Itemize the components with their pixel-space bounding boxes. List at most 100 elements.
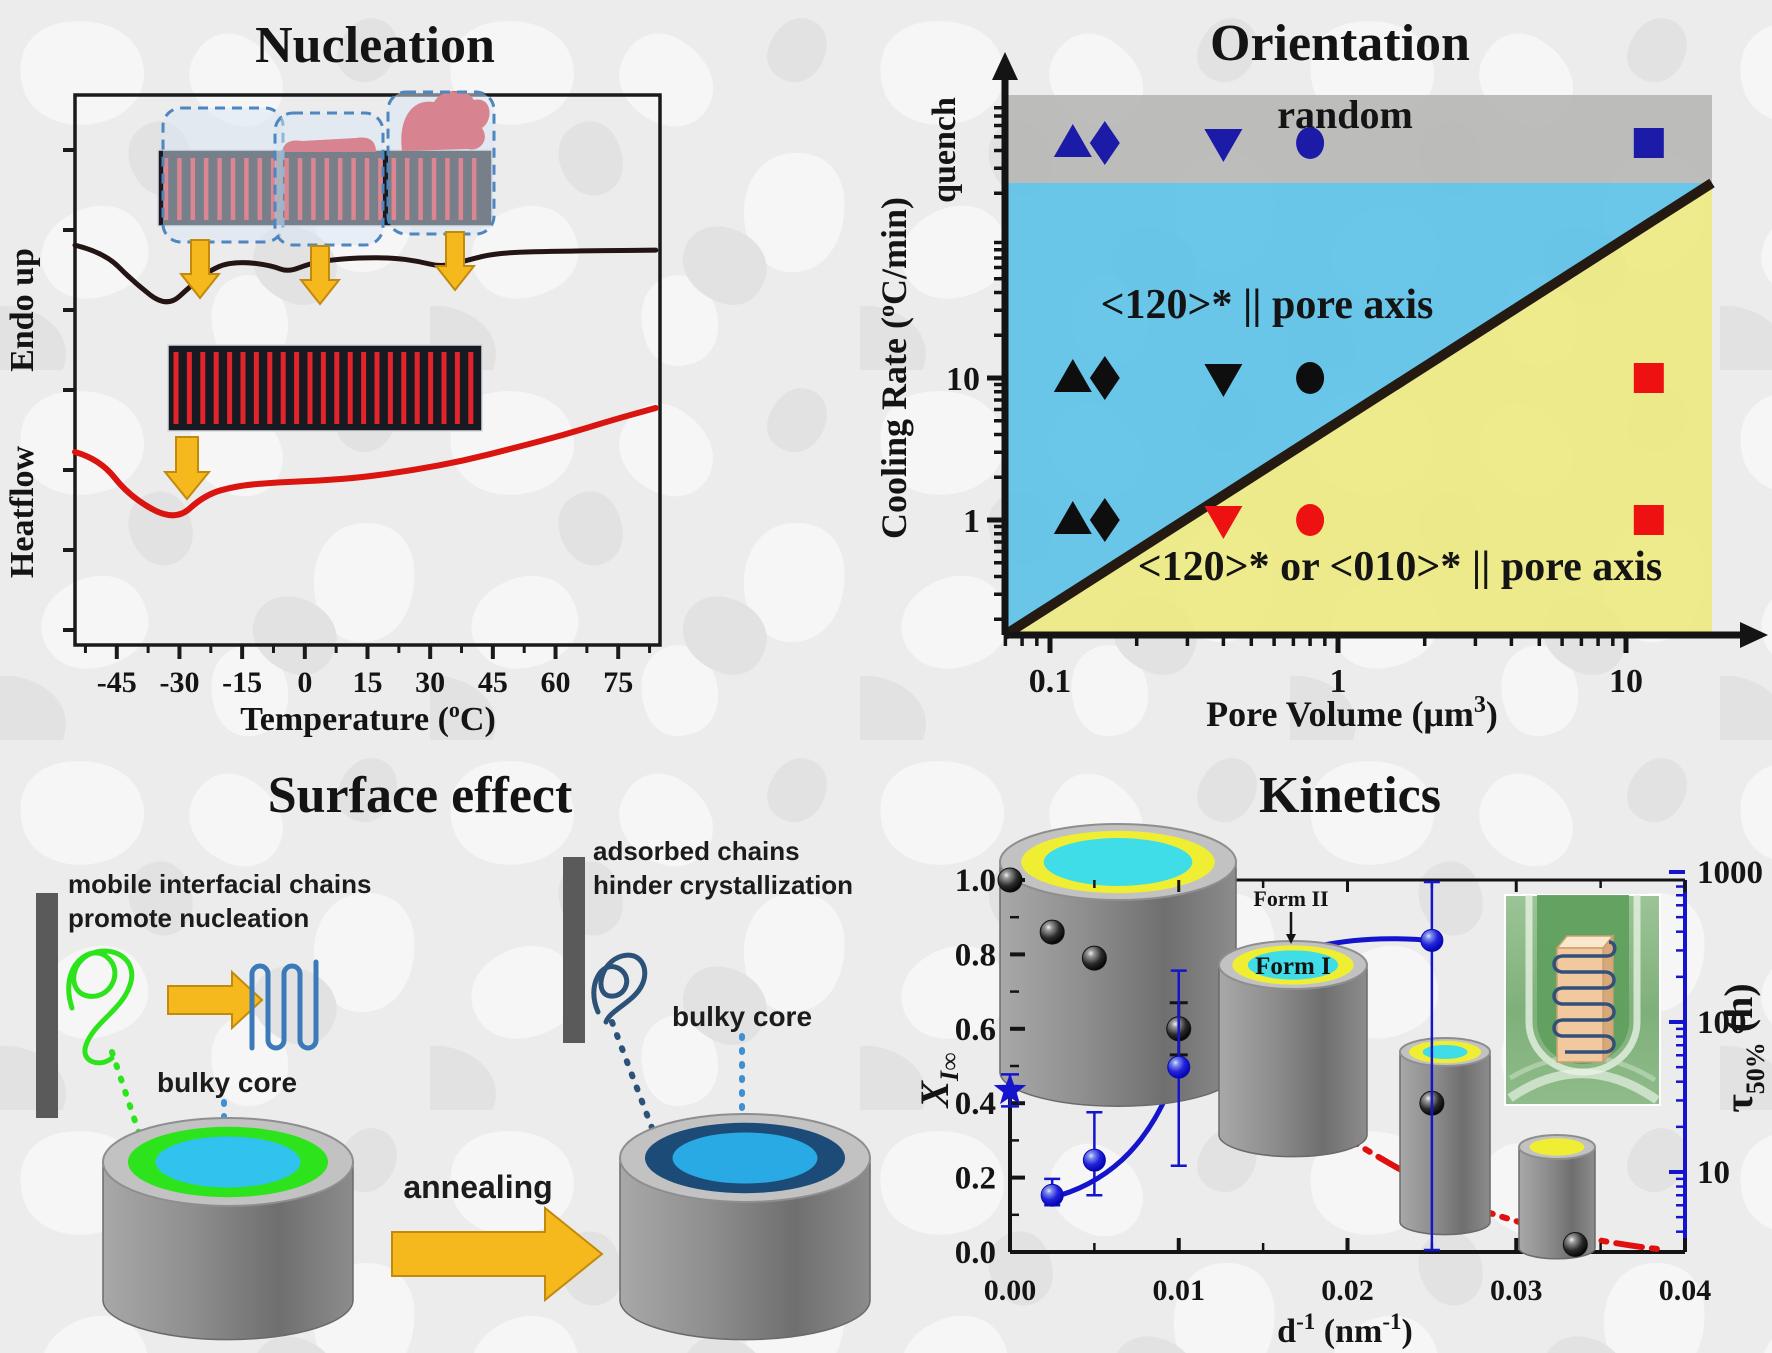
exotherm-arrow-2: [298, 245, 342, 306]
x-tick-label: 10: [1609, 663, 1643, 700]
nucleation-ylabel-heatflow: Heatflow: [4, 445, 41, 578]
kinetics-xlabel: d-1 (nm-1): [1277, 1309, 1413, 1350]
dashed-box-3: [386, 90, 496, 236]
marker-triangle-up: [1053, 124, 1092, 157]
surface-title: Surface effect: [268, 767, 573, 824]
cylinder: [102, 1117, 354, 1341]
black-data-sphere: [1039, 919, 1065, 945]
right-caption-line1: adsorbed chains: [593, 836, 800, 866]
dsc-curve: [72, 404, 659, 519]
blue-data-sphere: [1040, 1183, 1064, 1207]
x-tick-label: 0.04: [1659, 1274, 1712, 1307]
x-tick-label: 1: [1330, 663, 1347, 700]
cylinder-body: [619, 1157, 871, 1341]
cylinder: [1399, 1037, 1491, 1236]
dotted-line-green: [109, 1049, 145, 1145]
exotherm-arrow-1: [178, 239, 222, 300]
nucleation-panel: Nucleation Endo up Heatflow Temperature …: [4, 17, 662, 738]
cylinder-ring: [1043, 838, 1193, 886]
orientation-markers-and-ticks: 0.1 1 10 quench 10 1: [926, 97, 1664, 700]
marker-triangle-up: [1053, 359, 1092, 392]
mobile-chain-coil-icon: [66, 948, 135, 1066]
x-tick-label: 60: [541, 666, 571, 699]
x-tick-label: 30: [415, 666, 445, 699]
left-tick-label: 1.0: [955, 863, 996, 899]
sem-bottom-arc: [1507, 1069, 1660, 1104]
right-tick-label: 10: [1697, 1155, 1730, 1191]
blue-data-sphere: [1420, 928, 1444, 952]
marker-star: [993, 1073, 1027, 1105]
membrane-inset-bottom: [167, 344, 483, 432]
black-data-sphere: [997, 867, 1023, 893]
x-tick-label: 0.02: [1321, 1274, 1374, 1307]
cylinder-ring: [1422, 1045, 1468, 1059]
label-blue-region: <120>* || pore axis: [1101, 282, 1434, 328]
cylinder-body: [1399, 1051, 1491, 1236]
marker-triangle-down: [1204, 364, 1243, 397]
left-tick-label: 0.8: [955, 937, 996, 973]
cylinder-body: [1218, 964, 1368, 1158]
marker-diamond: [1089, 121, 1120, 165]
dashed-box-1: [161, 106, 285, 244]
left-tick-label: 0.0: [955, 1235, 996, 1271]
right-tick-label: 1000: [1697, 855, 1763, 891]
chain-wrapped-crystal-icon: [1552, 940, 1617, 1054]
nucleation-xlabel: Temperature (oC): [240, 697, 496, 738]
x-tick-label: 0.1: [1029, 663, 1072, 700]
nucleation-ylabel-endo: Endo up: [4, 248, 41, 372]
marker-diamond: [1089, 356, 1120, 400]
pore-cylinders: [102, 1113, 871, 1341]
marker-triangle-down: [1204, 129, 1243, 162]
marker-square: [1633, 128, 1664, 158]
nucleation-title: Nucleation: [255, 17, 495, 74]
label-random: random: [1277, 92, 1413, 137]
form-ii-pointer-arrowhead: [1286, 934, 1296, 944]
bulky-core-left-label: bulky core: [157, 1067, 297, 1098]
exotherm-arrow-4: [162, 436, 212, 501]
inset-dashed-boxes: [161, 90, 496, 247]
cylinder-ring: [1529, 1138, 1585, 1156]
exotherm-arrow-3: [433, 231, 477, 292]
x-tick-label: 45: [478, 666, 508, 699]
y-tick-label: 1: [963, 503, 980, 540]
left-caption-line2: promote nucleation: [68, 903, 309, 933]
region-boundary-diagonal: [1002, 178, 1715, 640]
marker-circle: [1296, 362, 1325, 394]
kinetics-panel: Kinetics Form II Form I 1.0 0.8 0.6 0.4 0.2 0…: [912, 767, 1770, 1350]
y-axis-arrowhead: [992, 52, 1018, 80]
marker-triangle-down: [1204, 506, 1243, 539]
dotted-line-dark-right: [609, 1019, 655, 1131]
y-tick-label-quench: quench: [926, 97, 963, 203]
left-tick-label: 0.6: [955, 1012, 996, 1048]
pore-wall-right: [563, 857, 585, 1043]
x-tick-label: 15: [353, 666, 383, 699]
x-tick-label: -15: [222, 666, 262, 699]
orientation-panel: Orientation random <120>* || pore axis <…: [874, 15, 1768, 734]
surface-effect-panel: Surface effect mobile interfacial chains…: [36, 767, 871, 1341]
marker-circle: [1296, 504, 1325, 536]
orientation-xlabel: Pore Volume (μm3): [1206, 692, 1498, 734]
exotherm-arrows: [162, 231, 477, 501]
marker-square: [1633, 363, 1664, 393]
blue-data-sphere: [1082, 1148, 1106, 1172]
annealing-arrow-icon: [391, 1205, 604, 1303]
left-tick-label: 0.2: [955, 1161, 996, 1197]
transform-arrow-icon: [167, 969, 264, 1031]
blue-data-sphere: [1167, 1055, 1191, 1079]
region-random: [1005, 95, 1712, 183]
label-yellow-region: <120>* or <010>* || pore axis: [1138, 544, 1663, 590]
kinetics-right-ylabel: τ50% (h): [1716, 983, 1770, 1112]
x-tick-label: -45: [97, 666, 137, 699]
sem-inset: [1504, 894, 1661, 1106]
marker-diamond: [1089, 498, 1120, 542]
kinetics-title: Kinetics: [1259, 767, 1441, 824]
x-tick-label: 75: [603, 666, 633, 699]
cylinder: [619, 1113, 871, 1341]
cylinder-ring: [155, 1136, 301, 1188]
cylinder: [1218, 940, 1368, 1158]
adsorbed-chain-coil-icon: [591, 952, 648, 1025]
x-tick-label: 0: [297, 666, 312, 699]
kinetics-points-and-ticks: 1.0 0.8 0.6 0.4 0.2 0.0 1000 100 10 0.00 0.01 0.02 0…: [955, 855, 1763, 1307]
form-i-label: Form I: [1255, 953, 1331, 980]
